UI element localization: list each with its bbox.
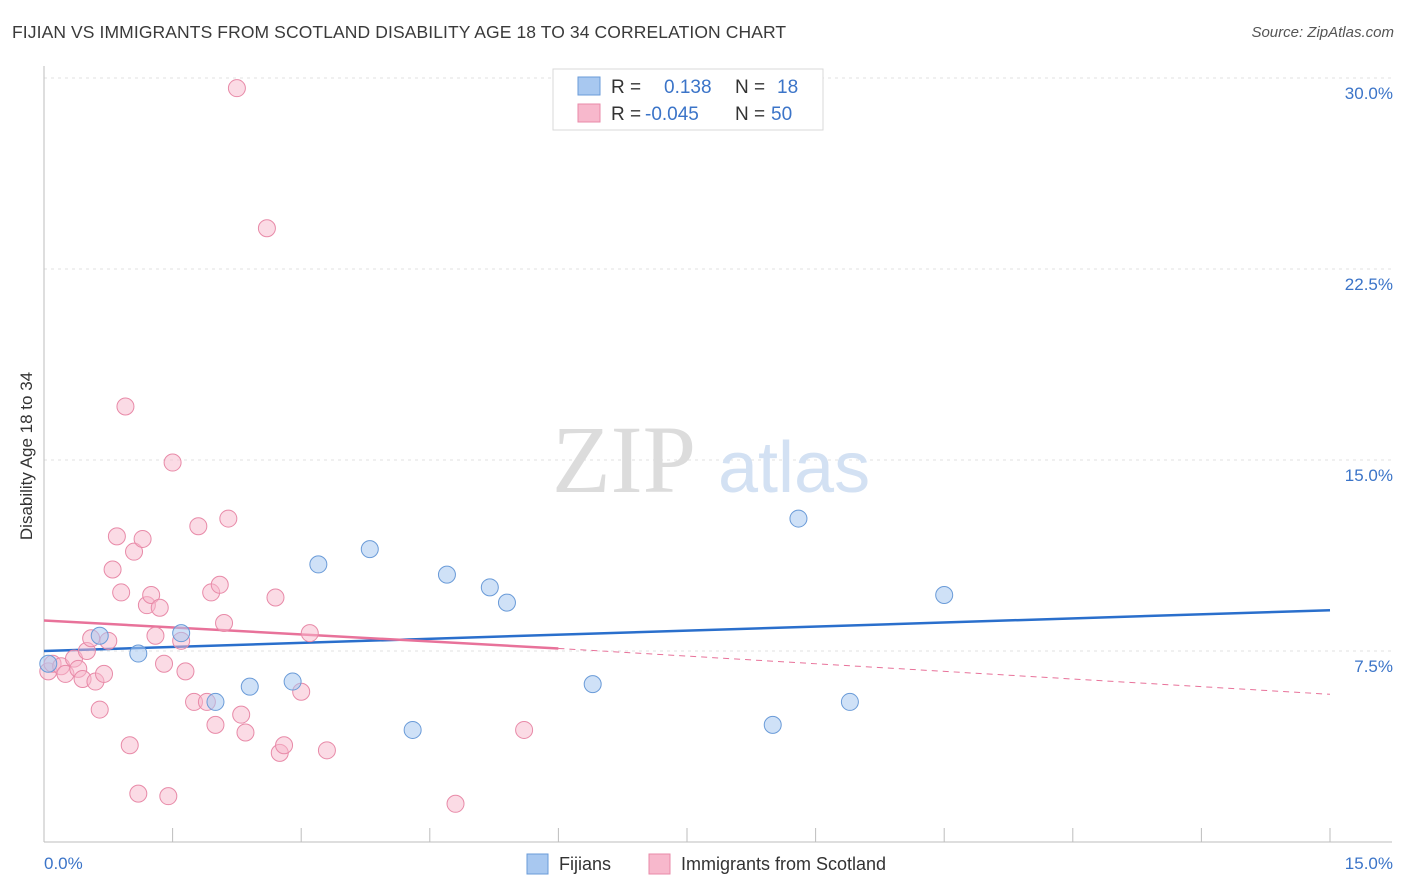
legend-swatch-fijians: [526, 853, 549, 875]
scotland-point: [236, 723, 255, 742]
scotland-point: [317, 741, 336, 760]
data-points: [39, 79, 954, 813]
legend-n-label: N =: [735, 104, 765, 125]
fijians-point: [360, 540, 379, 559]
scotland-point: [300, 624, 319, 643]
y-tick-label: 15.0%: [1345, 466, 1393, 485]
scotland-point: [232, 705, 251, 724]
scotland-point: [155, 654, 174, 673]
y-tick-labels: 7.5% 15.0% 22.5% 30.0%: [1345, 84, 1393, 676]
fijians-trendline: [43, 609, 1331, 653]
fijians-point: [437, 565, 456, 584]
y-tick-label: 22.5%: [1345, 275, 1393, 294]
legend-top: R = 0.138 N = 18 R = -0.045 N = 50: [552, 68, 824, 131]
scotland-point: [133, 529, 152, 548]
x-tick-labels: 0.0% 15.0%: [44, 854, 1393, 873]
fijians-point: [403, 720, 422, 739]
gridlines: [44, 77, 1392, 652]
axes: [43, 66, 1392, 843]
legend-swatch-scotland: [648, 853, 671, 875]
scotland-point: [103, 560, 122, 579]
fijians-point: [480, 578, 499, 597]
scotland-point: [146, 626, 165, 645]
legend-n-value: 18: [777, 77, 798, 98]
legend-label-fijians: Fijians: [559, 854, 611, 874]
fijians-point: [763, 715, 782, 734]
scotland-point: [215, 613, 234, 632]
legend-n-label: N =: [735, 77, 765, 98]
scotland-point: [227, 79, 246, 98]
fijians-point: [283, 672, 302, 691]
legend-r-label: R =: [611, 77, 641, 98]
fijians-point: [206, 692, 225, 711]
legend-r-label: R =: [611, 104, 641, 125]
scotland-trendline-extension: [558, 647, 1331, 695]
watermark-atlas: atlas: [718, 428, 870, 508]
scotland-point: [120, 736, 139, 755]
fijians-point: [309, 555, 328, 574]
legend-label-scotland: Immigrants from Scotland: [681, 854, 886, 874]
scotland-point: [219, 509, 238, 528]
scotland-point: [275, 736, 294, 755]
x-tick-label: 15.0%: [1345, 854, 1393, 873]
scotland-point: [90, 700, 109, 719]
scotland-point: [116, 397, 135, 416]
legend-r-value: -0.045: [645, 104, 699, 125]
scotland-point: [129, 784, 148, 803]
scotland-point: [142, 585, 161, 604]
scotland-point: [266, 588, 285, 607]
scotland-point: [150, 598, 169, 617]
scotland-point: [515, 720, 534, 739]
chart-title: FIJIAN VS IMMIGRANTS FROM SCOTLAND DISAB…: [12, 22, 787, 42]
legend-n-value: 50: [771, 104, 792, 125]
scotland-point: [257, 219, 276, 238]
y-tick-label: 30.0%: [1345, 84, 1393, 103]
trendlines: [43, 609, 1331, 695]
legend-bottom: Fijians Immigrants from Scotland: [526, 853, 886, 875]
x-tick-label: 0.0%: [44, 854, 83, 873]
fijians-point: [172, 624, 191, 643]
legend-swatch-scotland: [577, 103, 601, 123]
fijians-point: [840, 692, 859, 711]
fijians-point: [583, 675, 602, 694]
scotland-point: [176, 662, 195, 681]
scotland-point: [95, 664, 114, 683]
scotland-point: [206, 715, 225, 734]
watermark: ZIP atlas: [552, 406, 870, 513]
fijians-point: [39, 654, 58, 673]
scotland-point: [210, 575, 229, 594]
fijians-point: [789, 509, 808, 528]
scotland-point: [163, 453, 182, 472]
legend-swatch-fijians: [577, 76, 601, 96]
legend-r-value: 0.138: [664, 77, 712, 98]
fijians-point: [90, 626, 109, 645]
fijians-point: [497, 593, 516, 612]
y-tick-label: 7.5%: [1354, 657, 1393, 676]
fijians-point: [240, 677, 259, 696]
scotland-point: [159, 787, 178, 806]
fijians-point: [935, 585, 954, 604]
chart-source: Source: ZipAtlas.com: [1251, 24, 1394, 41]
scotland-point: [107, 527, 126, 546]
scotland-point: [125, 542, 144, 561]
watermark-zip: ZIP: [552, 406, 696, 513]
fijians-point: [129, 644, 148, 663]
scotland-point: [189, 517, 208, 536]
scotland-point: [446, 794, 465, 813]
scotland-point: [112, 583, 131, 602]
